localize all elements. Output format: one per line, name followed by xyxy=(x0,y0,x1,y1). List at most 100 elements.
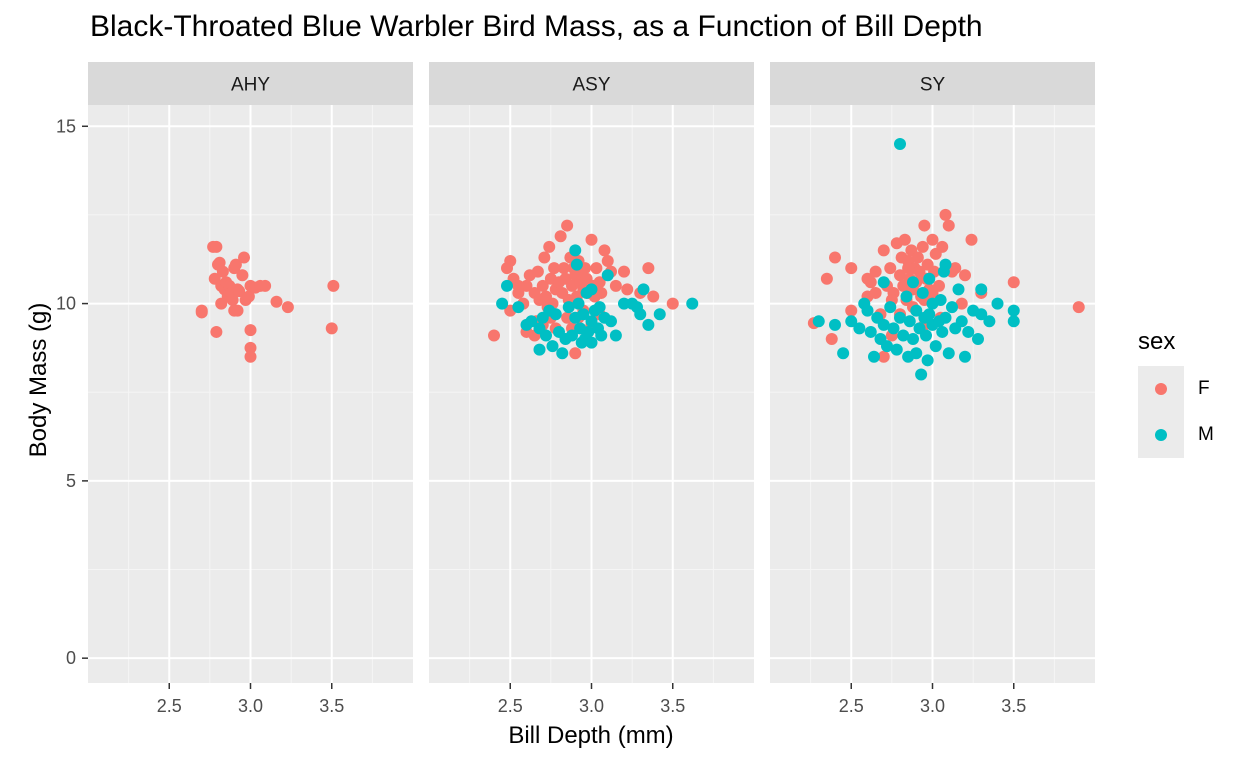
data-point-m xyxy=(861,304,874,317)
chart-title: Black-Throated Blue Warbler Bird Mass, a… xyxy=(90,10,983,43)
data-point-m xyxy=(955,315,968,328)
legend-marker-f xyxy=(1155,383,1167,395)
data-point-m xyxy=(812,315,825,328)
data-point-m xyxy=(907,333,919,346)
data-point-m xyxy=(556,347,569,360)
data-point-m xyxy=(975,308,988,321)
data-point-m xyxy=(900,290,913,303)
data-point-m xyxy=(570,258,583,271)
data-point-f xyxy=(877,350,890,363)
data-point-m xyxy=(881,340,893,353)
data-point-f xyxy=(618,265,630,278)
legend-title: sex xyxy=(1138,328,1176,355)
legend-label-f: F xyxy=(1198,378,1210,399)
data-point-m xyxy=(572,297,585,310)
data-point-f xyxy=(210,240,223,253)
facet-strip-label: ASY xyxy=(572,75,610,96)
facet-strip-label: AHY xyxy=(231,75,270,96)
data-point-f xyxy=(270,295,283,308)
data-point-f xyxy=(548,262,561,275)
data-point-m xyxy=(910,304,923,317)
data-point-m xyxy=(923,272,936,285)
data-point-f xyxy=(561,219,574,232)
x-axis-label: Bill Depth (mm) xyxy=(508,722,674,749)
data-point-m xyxy=(877,276,890,289)
data-point-f xyxy=(233,285,246,298)
data-point-f xyxy=(595,286,608,299)
data-point-f xyxy=(869,265,882,278)
data-point-m xyxy=(601,269,614,282)
data-point-f xyxy=(488,329,500,342)
facet-strip xyxy=(429,62,754,105)
data-point-m xyxy=(934,294,947,307)
data-point-m xyxy=(512,301,525,314)
data-point-m xyxy=(585,336,598,349)
data-point-f xyxy=(259,279,272,292)
data-point-f xyxy=(918,219,931,232)
data-point-f xyxy=(325,322,338,335)
data-point-m xyxy=(915,368,928,381)
data-point-f xyxy=(231,304,244,317)
data-point-m xyxy=(910,347,923,360)
data-point-f xyxy=(601,255,614,268)
data-point-f xyxy=(554,230,567,243)
data-point-m xyxy=(929,340,942,353)
data-point-f xyxy=(242,290,255,303)
data-point-m xyxy=(642,318,655,331)
x-tick-label: 3.5 xyxy=(319,696,344,716)
data-point-f xyxy=(825,333,838,346)
data-point-f xyxy=(226,294,239,307)
data-point-m xyxy=(595,329,608,342)
facet-strip-label: SY xyxy=(920,75,946,96)
data-point-m xyxy=(887,322,900,335)
data-point-f xyxy=(926,286,939,299)
data-point-m xyxy=(942,347,955,360)
data-point-m xyxy=(907,276,919,289)
facet-strip xyxy=(88,62,413,105)
data-point-f xyxy=(845,262,858,275)
data-point-f xyxy=(281,301,294,314)
data-point-m xyxy=(868,350,880,363)
legend-marker-m xyxy=(1155,429,1167,441)
data-point-f xyxy=(936,240,949,253)
data-point-f xyxy=(884,262,897,275)
y-tick-label: 5 xyxy=(66,471,76,491)
data-point-m xyxy=(894,311,906,324)
data-point-f xyxy=(557,262,570,275)
data-point-f xyxy=(666,297,679,310)
data-point-m xyxy=(946,301,958,314)
data-point-f xyxy=(244,341,257,354)
x-tick-label: 2.5 xyxy=(157,696,182,716)
data-point-m xyxy=(884,301,897,314)
data-point-f xyxy=(926,233,939,246)
data-point-f xyxy=(215,297,228,310)
data-point-m xyxy=(540,329,552,342)
data-point-m xyxy=(864,325,877,338)
data-point-m xyxy=(903,315,916,328)
x-tick-label: 3.0 xyxy=(238,696,263,716)
x-tick-label: 3.0 xyxy=(579,696,604,716)
data-point-m xyxy=(582,325,595,338)
data-point-m xyxy=(549,308,562,321)
data-point-m xyxy=(939,258,952,271)
data-point-f xyxy=(877,244,890,257)
data-point-m xyxy=(837,347,850,360)
data-point-m xyxy=(959,350,971,363)
data-point-m xyxy=(890,343,903,356)
data-point-f xyxy=(1072,301,1085,314)
data-point-m xyxy=(853,322,866,335)
data-point-f xyxy=(512,279,525,292)
y-tick-label: 10 xyxy=(56,294,76,314)
data-point-m xyxy=(546,340,559,353)
data-point-f xyxy=(609,279,622,292)
data-point-m xyxy=(634,308,647,321)
data-point-m xyxy=(501,279,513,292)
data-point-m xyxy=(562,301,575,314)
data-point-m xyxy=(525,315,538,328)
y-tick-label: 0 xyxy=(66,648,76,668)
data-point-m xyxy=(921,354,934,367)
data-point-m xyxy=(637,283,650,296)
data-point-f xyxy=(538,251,551,264)
